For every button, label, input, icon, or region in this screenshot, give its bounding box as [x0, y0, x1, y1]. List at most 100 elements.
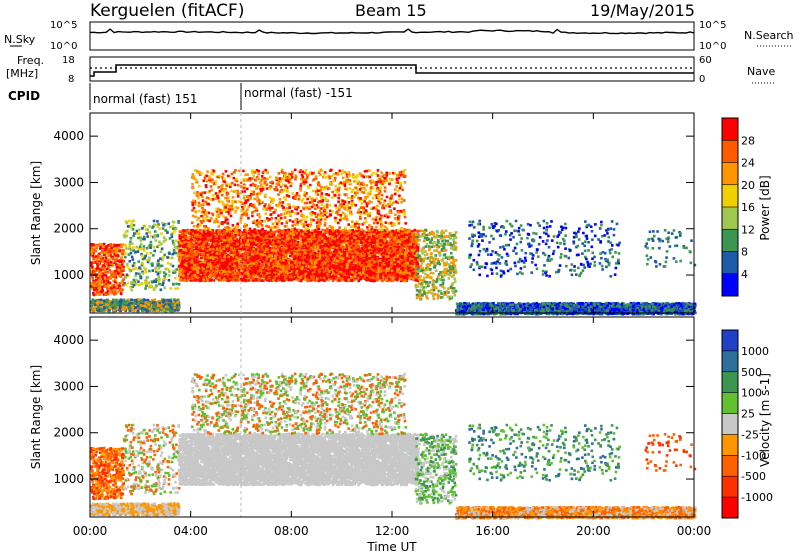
power-cell	[97, 278, 101, 281]
power-cell	[162, 299, 166, 303]
power-cell	[129, 251, 133, 255]
power-cell	[137, 228, 141, 232]
power-cell	[115, 254, 118, 257]
power-cell	[405, 245, 408, 249]
power-cell	[160, 306, 164, 310]
station-title: Kerguelen (fitACF)	[90, 1, 244, 21]
power-cell	[345, 268, 348, 272]
power-cell	[239, 237, 242, 240]
power-cell	[123, 308, 127, 311]
power-cell	[338, 253, 342, 257]
power-cell	[93, 244, 97, 247]
power-cell	[101, 285, 104, 289]
noise-right-tick-top: 10^5	[699, 20, 726, 31]
power-cell	[110, 287, 114, 291]
power-cell	[110, 248, 114, 251]
power-cell	[100, 260, 103, 263]
power-cell	[161, 227, 165, 230]
power-cell	[112, 298, 115, 302]
power-cell	[97, 267, 101, 271]
power-cell	[115, 300, 119, 304]
power-cell	[122, 267, 125, 271]
power-cell	[132, 267, 136, 271]
power-cell	[110, 305, 114, 309]
power-cell	[186, 230, 189, 233]
power-cell	[109, 275, 113, 278]
power-cell	[148, 269, 151, 273]
power-cell	[149, 300, 152, 304]
power-cell	[99, 303, 103, 306]
power-cell	[103, 248, 107, 251]
power-cell	[145, 281, 149, 285]
power-cell	[174, 276, 177, 280]
power-cell	[131, 301, 135, 305]
power-cell	[114, 275, 118, 279]
power-cell	[180, 252, 183, 256]
power-cell	[354, 230, 357, 234]
power-cell	[324, 263, 328, 266]
power-cell	[167, 278, 171, 282]
power-cell	[120, 281, 124, 285]
power-cell	[94, 249, 97, 253]
power-cell	[162, 223, 165, 227]
power-cell	[142, 249, 146, 252]
nsearch-label: N.Search	[744, 29, 794, 42]
power-cell	[90, 274, 94, 278]
power-cell	[104, 263, 108, 266]
power-cell	[96, 290, 99, 293]
power-cell	[148, 256, 151, 260]
power-cell	[126, 264, 129, 268]
power-cell	[106, 259, 109, 262]
power-cell	[125, 262, 129, 266]
power-cell	[137, 280, 140, 283]
power-cell	[300, 241, 303, 244]
power-cell	[166, 256, 169, 259]
power-cell	[119, 309, 123, 313]
power-cell	[140, 247, 143, 251]
power-cell	[160, 264, 164, 268]
power-cell	[105, 301, 109, 304]
power-cell	[102, 259, 105, 263]
power-cell	[100, 251, 103, 254]
power-cell	[103, 264, 107, 268]
power-cell	[393, 276, 396, 279]
power-cell	[107, 276, 111, 279]
power-cell	[135, 272, 138, 275]
power-cell	[99, 285, 102, 289]
power-cell	[124, 251, 127, 255]
power-cell	[112, 307, 115, 310]
power-cell	[366, 271, 369, 274]
power-cell	[145, 232, 149, 235]
power-cell	[115, 252, 118, 255]
power-cell	[122, 305, 125, 309]
power-cell	[133, 307, 137, 311]
power-cell	[146, 260, 150, 264]
power-cell	[93, 288, 96, 292]
power-cell	[152, 288, 156, 292]
power-cell	[125, 303, 128, 306]
power-cell	[169, 300, 173, 303]
power-cell	[161, 281, 165, 285]
power-cell	[166, 231, 169, 234]
power-cell	[153, 309, 156, 313]
power-cell	[116, 247, 120, 251]
power-cell	[139, 276, 143, 279]
power-cell	[145, 284, 148, 288]
power-cell	[126, 300, 129, 303]
power-cell	[100, 281, 103, 284]
power-cell	[115, 270, 119, 273]
power-cell	[110, 243, 114, 247]
power-cell	[156, 301, 160, 305]
power-cell	[154, 278, 158, 281]
freq-left-tick-bottom: 8	[68, 74, 74, 85]
power-cell	[106, 303, 109, 307]
power-cell	[126, 225, 130, 228]
power-cell	[389, 271, 392, 275]
power-cell	[292, 274, 295, 278]
power-cell	[136, 298, 140, 302]
power-cell	[129, 307, 132, 310]
power-cell	[104, 256, 108, 260]
power-cell	[104, 246, 108, 249]
power-cell	[393, 278, 396, 282]
